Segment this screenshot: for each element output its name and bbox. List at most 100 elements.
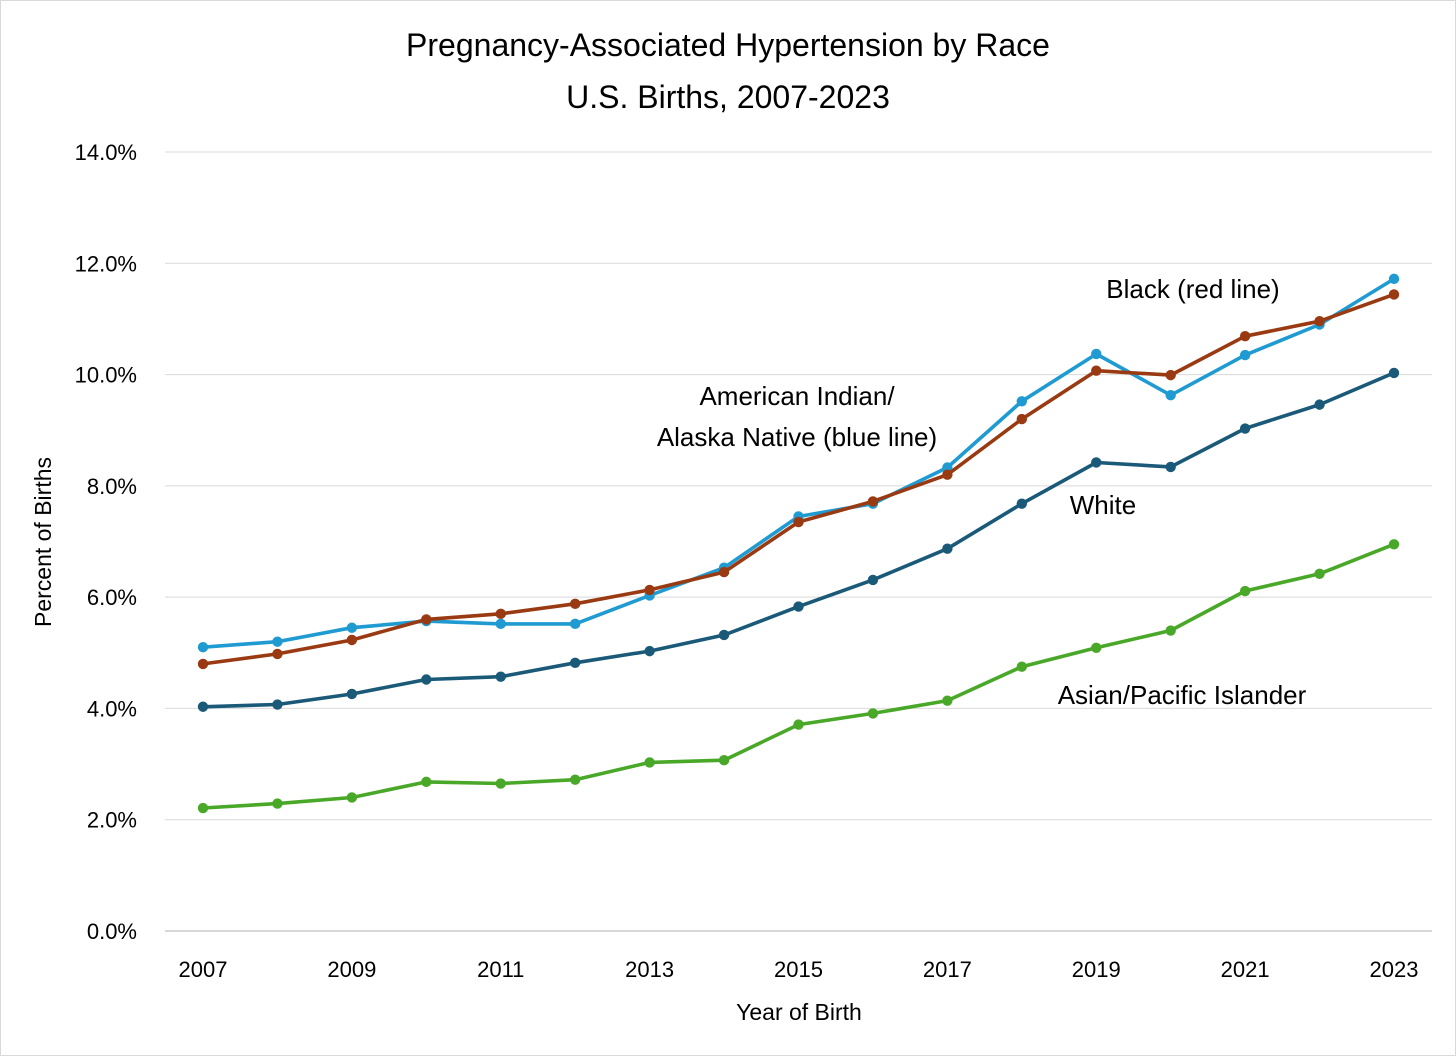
data-point-black <box>718 566 730 578</box>
y-tick-label: 6.0% <box>87 585 137 610</box>
data-point-white <box>1016 498 1028 509</box>
data-point-api <box>793 719 804 730</box>
x-axis-label: Year of Birth <box>736 999 862 1025</box>
data-point-black <box>346 634 358 646</box>
data-point-aian <box>1165 389 1176 401</box>
data-point-black <box>644 584 655 596</box>
x-axis-ticks: 2007 2009 2011 2013 2015 2017 2019 2021 2023 <box>179 957 1419 982</box>
data-point-black <box>197 658 209 670</box>
data-point-api <box>495 778 506 789</box>
x-tick-label: 2011 <box>477 957 524 982</box>
y-tick-label: 12.0% <box>75 251 137 276</box>
series-line-aian <box>201 277 1396 650</box>
data-point-white <box>793 601 804 612</box>
data-point-black <box>569 598 581 610</box>
annotation-aian-line1: American Indian/ <box>699 381 895 411</box>
data-point-black <box>1165 369 1176 381</box>
y-tick-label: 14.0% <box>75 140 137 165</box>
data-point-black <box>1016 413 1028 425</box>
data-point-black <box>495 608 506 620</box>
data-point-black <box>1239 330 1251 342</box>
data-point-white <box>421 674 432 685</box>
data-point-black <box>272 648 283 660</box>
data-point-black <box>793 516 804 528</box>
data-point-api <box>346 792 358 803</box>
chart-subtitle: U.S. Births, 2007-2023 <box>566 79 890 115</box>
x-tick-label: 2019 <box>1072 957 1121 982</box>
y-tick-label: 2.0% <box>87 808 137 833</box>
data-point-white <box>346 688 358 700</box>
y-tick-label: 4.0% <box>87 696 137 721</box>
y-tick-label: 0.0% <box>87 919 137 944</box>
data-point-api <box>272 798 283 809</box>
data-point-api <box>1165 625 1176 636</box>
data-point-aian <box>197 642 209 653</box>
annotation-api: Asian/Pacific Islander <box>1058 680 1307 710</box>
data-point-white <box>569 657 581 669</box>
data-point-api <box>1388 539 1400 550</box>
x-tick-label: 2009 <box>327 957 376 982</box>
data-point-api <box>1091 642 1102 653</box>
data-point-black <box>1314 315 1325 327</box>
series-group <box>197 273 1400 814</box>
data-point-white <box>644 645 655 657</box>
data-point-white <box>867 574 879 586</box>
x-tick-label: 2007 <box>179 957 228 982</box>
data-point-white <box>495 671 506 682</box>
chart-title: Pregnancy-Associated Hypertension by Rac… <box>406 27 1050 63</box>
data-point-api <box>569 774 581 785</box>
y-tick-label: 10.0% <box>75 363 137 388</box>
data-point-aian <box>569 618 581 630</box>
data-point-aian <box>1091 348 1102 360</box>
data-point-api <box>1016 661 1028 672</box>
series-aian <box>197 273 1400 653</box>
data-point-api <box>421 776 432 788</box>
data-point-white <box>942 543 953 554</box>
x-tick-label: 2023 <box>1370 957 1419 982</box>
data-point-white <box>1239 423 1251 434</box>
data-point-white <box>1314 399 1325 410</box>
data-point-aian <box>495 618 506 630</box>
annotation-black: Black (red line) <box>1106 274 1279 304</box>
data-point-black <box>867 496 879 507</box>
data-point-aian <box>1016 396 1028 407</box>
data-point-api <box>197 802 209 814</box>
gridlines <box>165 151 1432 932</box>
data-point-api <box>942 695 953 706</box>
data-point-black <box>1388 289 1400 300</box>
series-black <box>197 289 1400 670</box>
data-point-white <box>197 701 209 712</box>
x-tick-label: 2017 <box>923 957 972 982</box>
annotation-white: White <box>1070 490 1136 520</box>
data-point-aian <box>942 462 953 473</box>
data-point-black <box>1091 365 1102 376</box>
y-axis-ticks: 0.0% 2.0% 4.0% 6.0% 8.0% 10.0% 12.0% 14.0% <box>75 140 137 944</box>
x-tick-label: 2021 <box>1221 957 1270 982</box>
data-point-black <box>421 614 432 625</box>
data-point-black <box>942 469 953 480</box>
data-point-aian <box>1388 273 1400 285</box>
series-api <box>197 539 1400 814</box>
x-tick-label: 2015 <box>774 957 823 982</box>
annotation-aian-line2: Alaska Native (blue line) <box>657 422 937 452</box>
series-white <box>197 367 1400 712</box>
data-point-aian <box>272 636 283 647</box>
y-axis-label: Percent of Births <box>30 457 56 627</box>
data-point-aian <box>1239 349 1251 361</box>
data-point-white <box>1091 457 1102 468</box>
data-point-api <box>718 754 730 766</box>
data-point-white <box>1165 461 1176 473</box>
data-point-api <box>867 708 879 719</box>
data-point-api <box>644 757 655 768</box>
data-point-white <box>272 699 283 710</box>
data-point-api <box>1239 585 1251 597</box>
y-tick-label: 8.0% <box>87 474 137 499</box>
data-point-white <box>718 629 730 641</box>
data-point-api <box>1314 568 1325 579</box>
data-point-aian <box>346 622 358 633</box>
data-point-white <box>1388 367 1400 379</box>
series-line-api <box>201 542 1396 810</box>
x-tick-label: 2013 <box>625 957 674 982</box>
